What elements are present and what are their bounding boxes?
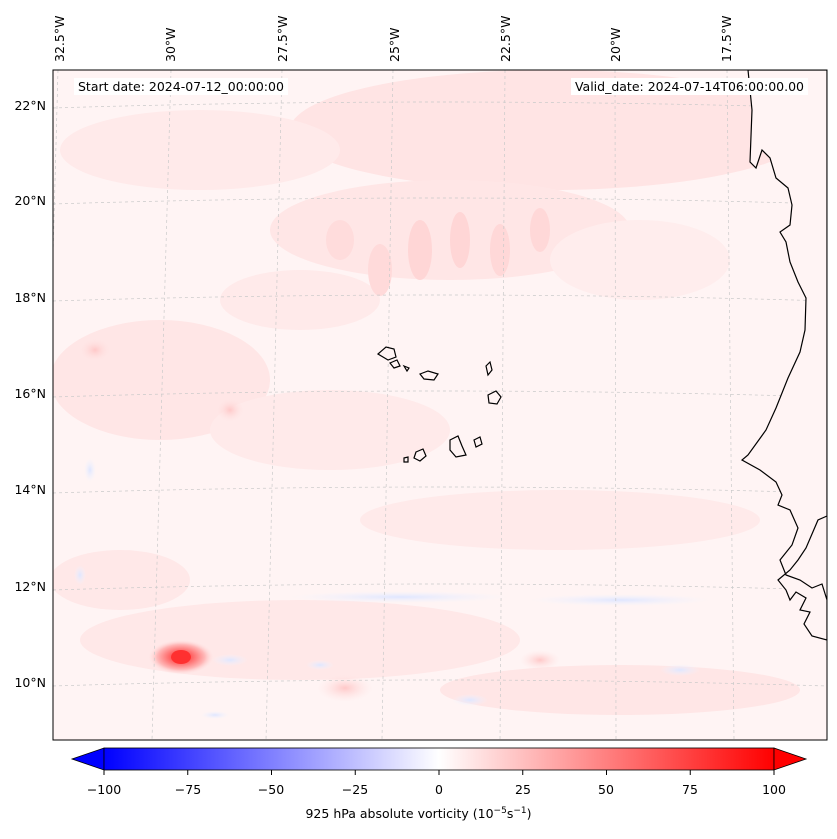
colorbar-tick: 25 bbox=[515, 782, 531, 797]
valid-date-label: Valid_date: 2024-07-14T06:00:00.00 bbox=[570, 78, 808, 95]
lat-label-16n: 16°N bbox=[14, 386, 46, 401]
lat-label-12n: 12°N bbox=[14, 579, 46, 594]
lat-label-22n: 22°N bbox=[14, 98, 46, 113]
colorbar-tick: 75 bbox=[682, 782, 698, 797]
vorticity-field bbox=[53, 70, 827, 740]
colorbar-label: 925 hPa absolute vorticity (10−5s−1) bbox=[305, 806, 532, 822]
colorbar-tick: 0 bbox=[435, 782, 443, 797]
lat-label-14n: 14°N bbox=[14, 482, 46, 497]
colorbar bbox=[70, 747, 808, 775]
lat-label-20n: 20°N bbox=[14, 193, 46, 208]
colorbar-tick: −25 bbox=[341, 782, 369, 797]
map-frame bbox=[52, 69, 828, 741]
lat-label-10n: 10°N bbox=[14, 675, 46, 690]
colorbar-tick: 100 bbox=[762, 782, 786, 797]
coastline-west-africa bbox=[740, 70, 827, 641]
colorbar-tick: 50 bbox=[598, 782, 614, 797]
colorbar-tick: −100 bbox=[86, 782, 122, 797]
start-date-label: Start date: 2024-07-12_00:00:00 bbox=[74, 78, 288, 95]
colorbar-tick: −50 bbox=[257, 782, 285, 797]
lat-label-18n: 18°N bbox=[14, 290, 46, 305]
cape-verde-islands bbox=[376, 346, 502, 463]
colorbar-tick: −75 bbox=[174, 782, 202, 797]
graticule bbox=[53, 70, 827, 740]
